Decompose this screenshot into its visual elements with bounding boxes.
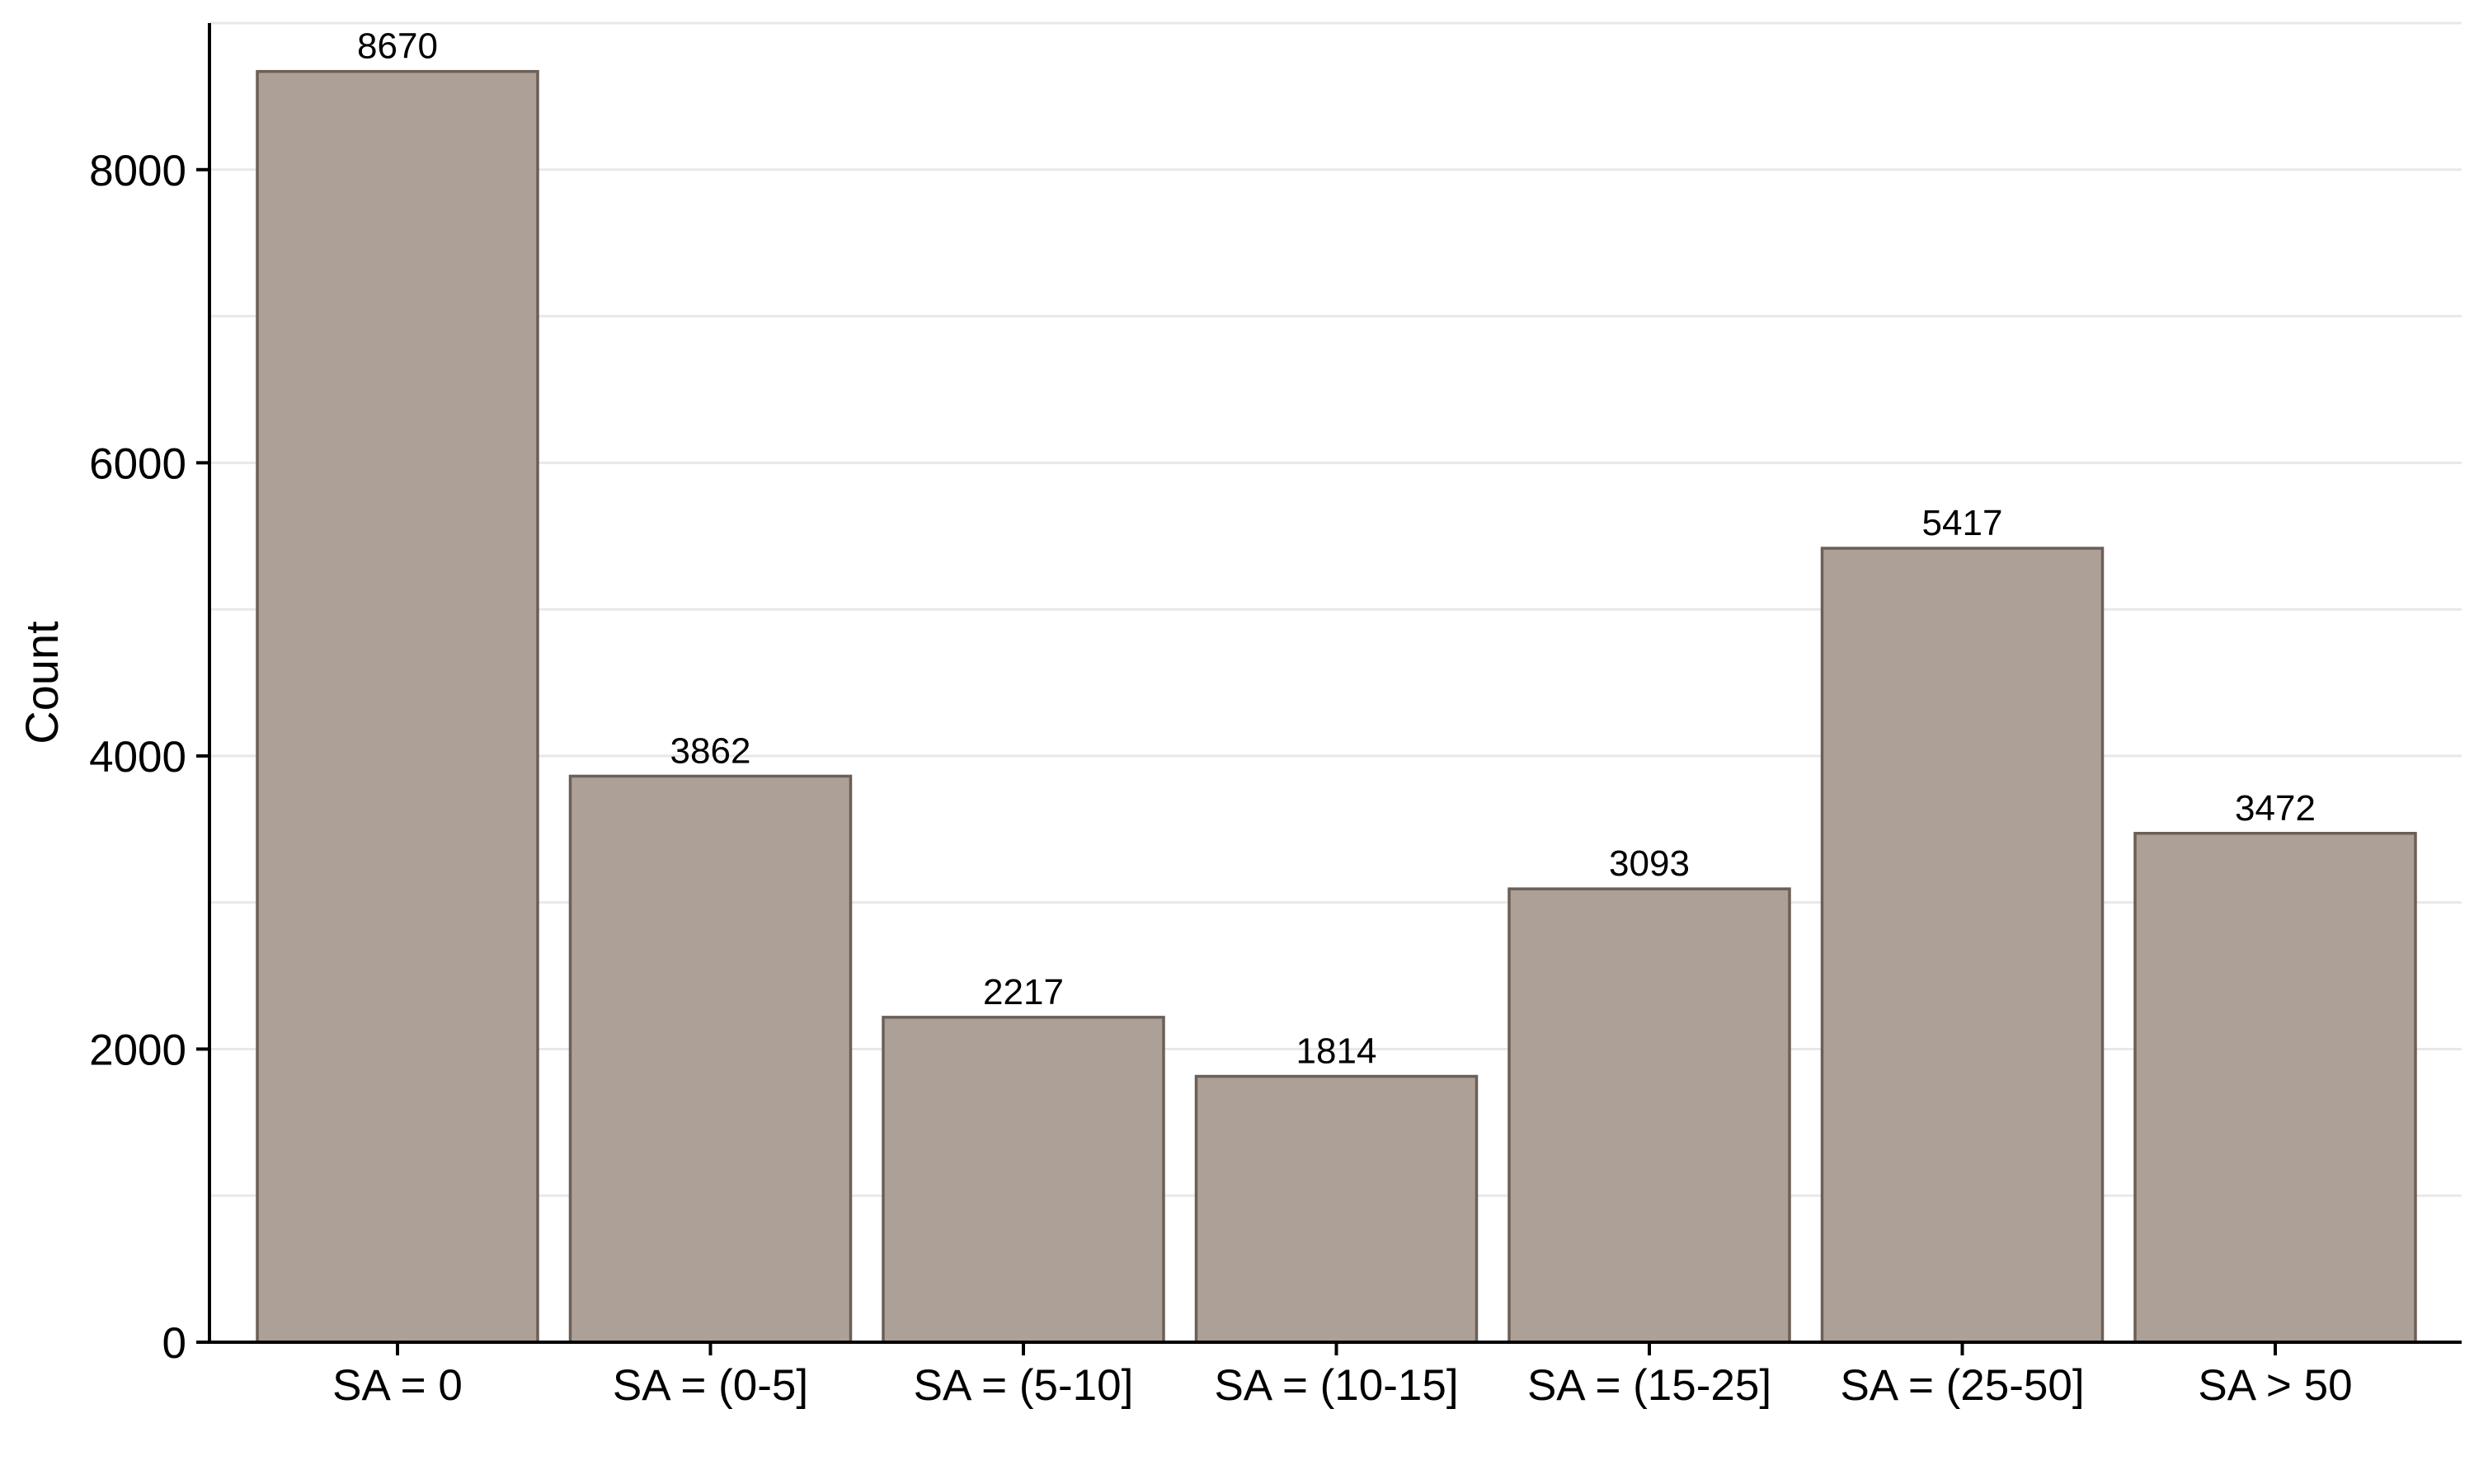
- bar-value-label: 3472: [2235, 788, 2316, 829]
- bar: [256, 69, 539, 1344]
- bar: [1194, 1074, 1479, 1344]
- y-tick-label: 0: [162, 1319, 186, 1368]
- bar: [568, 774, 853, 1344]
- bar-value-label: 8670: [357, 26, 438, 67]
- x-category-label: SA = (0-5]: [613, 1361, 808, 1410]
- y-tick-label: 4000: [89, 733, 186, 782]
- x-category-label: SA > 50: [2198, 1361, 2352, 1410]
- bar-value-label: 3862: [670, 730, 751, 771]
- bar: [1507, 887, 1791, 1344]
- x-category-label: SA = 0: [332, 1361, 463, 1410]
- axes: [196, 23, 2462, 1355]
- x-category-label: SA = (15-25]: [1527, 1361, 1771, 1410]
- bar-value-label: 1814: [1296, 1031, 1377, 1072]
- bar-value-label: 5417: [1922, 503, 2003, 543]
- x-category-label: SA = (10-15]: [1214, 1361, 1458, 1410]
- bar: [1820, 547, 2105, 1344]
- x-category-label: SA = (25-50]: [1840, 1361, 2084, 1410]
- bar: [882, 1016, 1165, 1344]
- y-axis-title: Count: [16, 621, 68, 744]
- y-tick-label: 6000: [89, 439, 186, 488]
- x-category-label: SA = (5-10]: [914, 1361, 1134, 1410]
- bar-value-label: 2217: [983, 972, 1064, 1012]
- gridlines: [209, 21, 2462, 1197]
- y-tick-label: 8000: [89, 147, 186, 195]
- bar-value-label: 3093: [1609, 843, 1690, 884]
- bar: [2133, 832, 2417, 1344]
- y-tick-label: 2000: [89, 1026, 186, 1074]
- bars: [256, 69, 2417, 1344]
- labels: 8670 3862 2217 1814 3093 5417 3472 0 2000 4000 600…: [89, 26, 2352, 1410]
